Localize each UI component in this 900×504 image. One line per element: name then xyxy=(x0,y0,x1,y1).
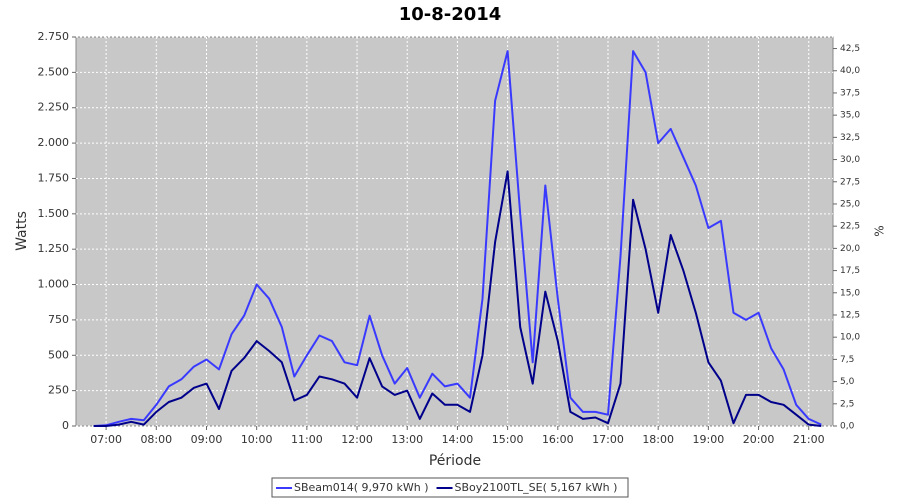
x-tick-label: 11:00 xyxy=(291,433,323,446)
x-tick-label: 17:00 xyxy=(592,433,624,446)
y2-tick-label: 20,0 xyxy=(840,244,860,254)
y2-tick-label: 10,0 xyxy=(840,333,860,343)
y-axis-label: Watts xyxy=(14,211,30,251)
y2-tick-label: 15,0 xyxy=(840,288,860,298)
x-tick-label: 08:00 xyxy=(140,433,172,446)
y-tick-label: 1.750 xyxy=(38,171,70,184)
x-tick-label: 18:00 xyxy=(642,433,674,446)
y2-tick-label: 40,0 xyxy=(840,66,860,76)
y2-tick-label: 2,5 xyxy=(840,399,854,409)
plot-area xyxy=(75,36,834,427)
y-tick-label: 1.500 xyxy=(38,207,70,220)
x-tick-label: 16:00 xyxy=(542,433,574,446)
x-tick-label: 15:00 xyxy=(492,433,524,446)
y-tick-label: 2.500 xyxy=(38,65,70,78)
y2-tick-label: 27,5 xyxy=(840,177,860,187)
x-tick-label: 07:00 xyxy=(90,433,122,446)
y2-tick-label: 42,5 xyxy=(840,44,860,54)
x-tick-label: 12:00 xyxy=(341,433,373,446)
y-tick-label: 2.000 xyxy=(38,136,70,149)
y2-tick-label: 30,0 xyxy=(840,155,860,165)
x-tick-label: 20:00 xyxy=(743,433,775,446)
y-tick-label: 1.250 xyxy=(38,242,70,255)
y2-axis-label: % xyxy=(873,225,887,236)
x-tick-label: 09:00 xyxy=(191,433,223,446)
legend-label: SBeam014( 9,970 kWh ) xyxy=(294,481,429,494)
y-tick-label: 2.250 xyxy=(38,101,70,114)
x-tick-label: 19:00 xyxy=(693,433,725,446)
y-tick-label: 0 xyxy=(62,419,69,432)
y2-tick-label: 35,0 xyxy=(840,111,860,121)
y-tick-label: 250 xyxy=(48,384,69,397)
legend-label: SBoy2100TL_SE( 5,167 kWh ) xyxy=(455,481,618,494)
y2-tick-label: 32,5 xyxy=(840,133,860,143)
y2-tick-label: 17,5 xyxy=(840,266,860,276)
chart-title: 10-8-2014 xyxy=(399,4,502,25)
y2-tick-label: 0,0 xyxy=(840,422,855,432)
y-tick-label: 2.750 xyxy=(38,30,70,43)
y2-tick-label: 22,5 xyxy=(840,222,860,232)
y-tick-label: 500 xyxy=(48,348,69,361)
x-axis-label: Période xyxy=(429,453,481,469)
y2-tick-label: 7,5 xyxy=(840,355,854,365)
y2-tick-label: 25,0 xyxy=(840,199,860,209)
y-tick-label: 1.000 xyxy=(38,278,70,291)
x-tick-label: 21:00 xyxy=(793,433,825,446)
y2-tick-label: 37,5 xyxy=(840,88,860,98)
series-line xyxy=(93,50,822,427)
y2-tick-label: 12,5 xyxy=(840,310,860,320)
y-tick-label: 750 xyxy=(48,313,69,326)
x-tick-label: 10:00 xyxy=(241,433,273,446)
series-line xyxy=(93,170,822,427)
y2-tick-label: 5,0 xyxy=(840,377,855,387)
x-tick-label: 13:00 xyxy=(391,433,423,446)
x-tick-label: 14:00 xyxy=(442,433,474,446)
